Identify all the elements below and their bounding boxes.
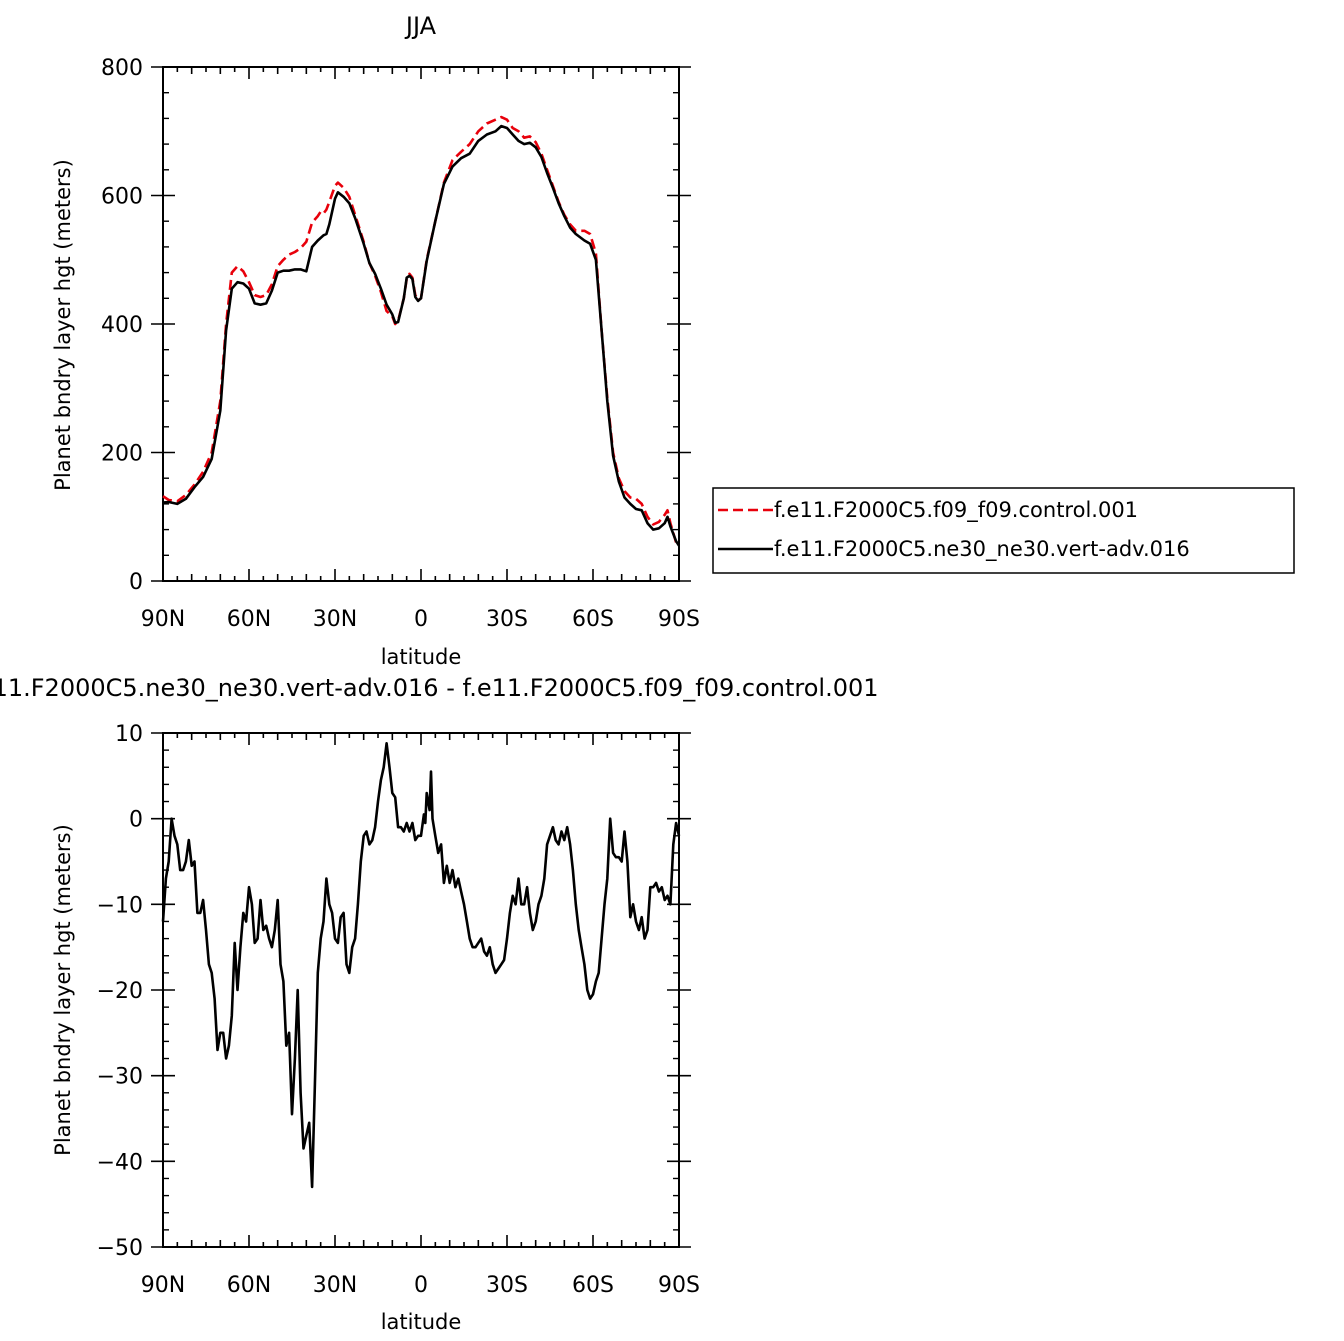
x-tick-label: 30S <box>486 607 528 632</box>
y-tick-label: 800 <box>101 56 143 81</box>
x-tick-label: 60N <box>227 1273 271 1298</box>
y-tick-label: 600 <box>101 185 143 210</box>
series-line-top-1 <box>162 124 681 547</box>
panel-top-ylabel: Planet bndry layer hgt (meters) <box>51 159 75 491</box>
y-tick-label: 10 <box>115 722 143 747</box>
panel-top-chart: JJA 90N 60N 30N 0 30S 60S 90S 0 200 400 600 800 lat… <box>51 12 700 669</box>
panel-bottom-frame <box>162 732 680 1248</box>
panel-bottom-chart: f.e11.F2000C5.ne30_ne30.vert-adv.016 - f… <box>0 674 879 1334</box>
panel-bottom-series <box>161 742 681 1189</box>
x-tick-label: 30S <box>486 1273 528 1298</box>
y-tick-label: 200 <box>101 442 143 467</box>
x-tick-label: 60N <box>227 607 271 632</box>
x-tick-label: 60S <box>572 607 614 632</box>
x-tick-label: 0 <box>414 607 428 632</box>
panel-bottom-ylabel: Planet bndry layer hgt (meters) <box>51 824 75 1156</box>
series-line-bottom-0 <box>161 742 681 1189</box>
panel-bottom-title: f.e11.F2000C5.ne30_ne30.vert-adv.016 - f… <box>0 674 879 702</box>
panel-top-series <box>162 115 681 547</box>
x-tick-label: 30N <box>313 607 357 632</box>
x-tick-label: 60S <box>572 1273 614 1298</box>
y-tick-label: −10 <box>97 893 143 918</box>
legend: f.e11.F2000C5.f09_f09.control.001 f.e11.… <box>712 487 1295 574</box>
x-tick-label: 0 <box>414 1273 428 1298</box>
panel-top-xlabel: latitude <box>381 645 462 669</box>
y-tick-label: 0 <box>129 570 143 595</box>
y-tick-label: −30 <box>97 1065 143 1090</box>
y-tick-label: −20 <box>97 979 143 1004</box>
x-tick-label: 90S <box>658 1273 700 1298</box>
legend-label-control: f.e11.F2000C5.f09_f09.control.001 <box>774 498 1138 523</box>
panel-bottom-axes: 90N 60N 30N 0 30S 60S 90S −50 −40 −30 −20 −10 0 10 <box>97 722 700 1298</box>
panel-bottom-xlabel: latitude <box>381 1310 462 1334</box>
y-tick-label: 400 <box>101 313 143 338</box>
x-tick-label: 90S <box>658 607 700 632</box>
y-tick-label: −40 <box>97 1150 143 1175</box>
legend-label-vert-adv: f.e11.F2000C5.ne30_ne30.vert-adv.016 <box>774 537 1190 562</box>
legend-box <box>712 487 1295 574</box>
panel-top-axes: 90N 60N 30N 0 30S 60S 90S 0 200 400 600 800 <box>101 56 700 632</box>
x-tick-label: 30N <box>313 1273 357 1298</box>
panel-top-title: JJA <box>404 12 437 40</box>
y-tick-label: −50 <box>97 1236 143 1261</box>
x-tick-label: 90N <box>141 607 185 632</box>
y-tick-label: 0 <box>129 808 143 833</box>
x-tick-label: 90N <box>141 1273 185 1298</box>
